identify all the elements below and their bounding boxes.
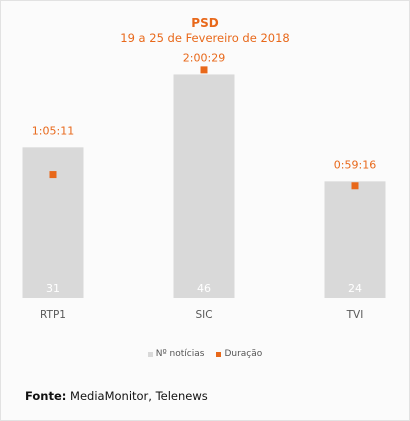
- duration-marker-sic: [200, 66, 208, 74]
- bar-value-rtp1: 31: [46, 282, 60, 295]
- legend-swatch-news-count: [147, 351, 153, 357]
- bar-value-tvi: 24: [348, 282, 362, 295]
- category-label-sic: SIC: [195, 309, 212, 321]
- chart-subtitle: 19 a 25 de Fevereiro de 2018: [120, 31, 290, 45]
- source-note: Fonte: MediaMonitor, Telenews: [25, 389, 208, 403]
- legend-item-duration: Duração: [216, 349, 262, 359]
- chart-legend: Nº notícias Duração: [0, 349, 410, 359]
- legend-label-duration: Duração: [224, 349, 263, 359]
- category-label-rtp1: RTP1: [40, 309, 66, 321]
- duration-marker-tvi: [351, 182, 359, 190]
- source-label: Fonte:: [25, 389, 67, 403]
- bar-tvi: [324, 181, 386, 298]
- duration-label-sic: 2:00:29: [183, 51, 225, 64]
- category-label-tvi: TVI: [346, 309, 364, 321]
- bar-rtp1: [22, 147, 84, 298]
- duration-label-rtp1: 1:05:11: [32, 124, 74, 137]
- bar-value-sic: 46: [197, 282, 211, 295]
- bar-sic: [173, 74, 235, 298]
- duration-label-tvi: 0:59:16: [334, 158, 376, 171]
- legend-swatch-duration: [216, 351, 222, 357]
- chart-title: PSD: [191, 16, 219, 30]
- source-text: MediaMonitor, Telenews: [66, 389, 208, 403]
- duration-marker-rtp1: [49, 171, 57, 179]
- legend-label-news-count: Nº notícias: [155, 349, 205, 359]
- legend-item-news-count: Nº notícias: [147, 349, 205, 359]
